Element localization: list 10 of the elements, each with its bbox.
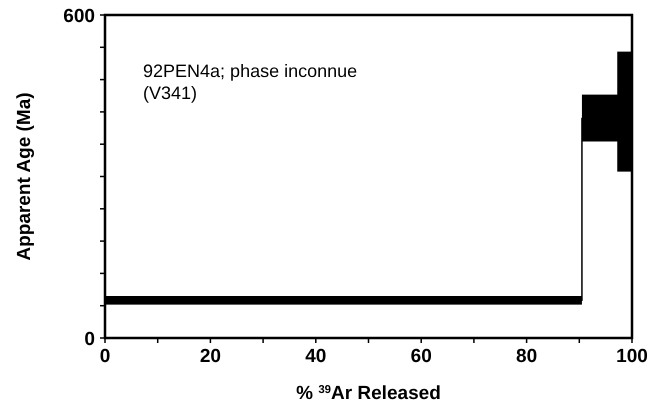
x-tick-label: 80 [516, 346, 538, 367]
x-tick-label: 0 [100, 346, 110, 367]
annotation: 92PEN4a; phase inconnue (V341) [143, 61, 358, 103]
x-tick-label: 20 [200, 346, 221, 367]
x-tick-label: 60 [410, 346, 432, 367]
x-axis-title: % $^{39}$Ar Released [296, 383, 441, 404]
y-axis-title: Apparent Age (Ma) [14, 92, 35, 261]
x-tick-label: 100 [616, 346, 648, 367]
y-tick-label: 600 [63, 6, 95, 27]
x-tick-label: 40 [305, 346, 326, 367]
